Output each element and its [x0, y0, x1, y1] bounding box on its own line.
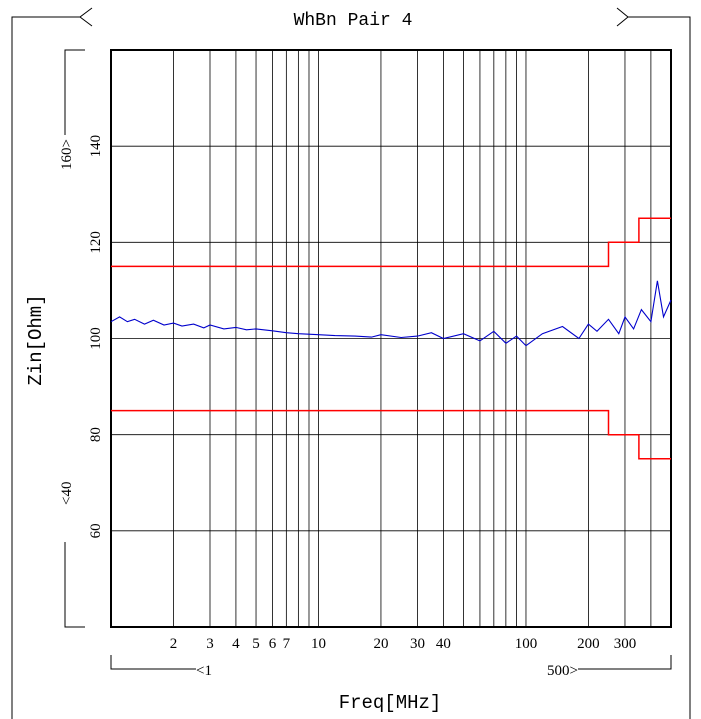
- y-tick-label: 140: [88, 135, 104, 158]
- y-tick-label: 100: [88, 327, 104, 350]
- x-range-end-label: 500>: [547, 663, 578, 679]
- x-tick-label: 300: [614, 636, 637, 652]
- grid: [111, 50, 671, 627]
- x-tick-label: 2: [170, 636, 178, 652]
- x-tick-label: 200: [577, 636, 600, 652]
- y-range-bracket: [64, 49, 85, 628]
- x-tick-label: 40: [436, 636, 451, 652]
- x-tick-label: 100: [515, 636, 538, 652]
- y-tick-label: 80: [88, 427, 104, 442]
- x-tick-label: 30: [410, 636, 425, 652]
- x-range-bracket: [110, 655, 672, 670]
- y-tick-labels: 60 80 100 120 140: [88, 135, 104, 538]
- series-group: [110, 217, 672, 460]
- x-tick-label: 5: [252, 636, 260, 652]
- upper-limit-line: [111, 217, 671, 268]
- y-tick-label: 120: [88, 231, 104, 254]
- y-tick-label: 60: [88, 523, 104, 538]
- y-range-start-label: <40: [59, 482, 75, 505]
- x-tick-labels: 2 3 4 5 6 7 10 20 30 40 100 200 300: [170, 636, 637, 652]
- x-tick-label: 3: [206, 636, 214, 652]
- outer-frame: [11, 7, 691, 719]
- x-tick-label: 20: [373, 636, 388, 652]
- lower-limit-line: [111, 409, 671, 460]
- y-axis-label: Zin[Ohm]: [25, 294, 47, 385]
- impedance-series-line: [110, 280, 672, 347]
- x-tick-label: 6: [269, 636, 277, 652]
- plot-border: [110, 49, 672, 628]
- y-range-end-label: 160>: [59, 139, 75, 170]
- x-range-start-label: <1: [196, 663, 212, 679]
- chart-title: WhBn Pair 4: [294, 11, 413, 31]
- x-tick-label: 10: [311, 636, 326, 652]
- x-tick-label: 4: [232, 636, 240, 652]
- x-axis-label: Freq[MHz]: [339, 692, 442, 714]
- x-tick-label: 7: [283, 636, 291, 652]
